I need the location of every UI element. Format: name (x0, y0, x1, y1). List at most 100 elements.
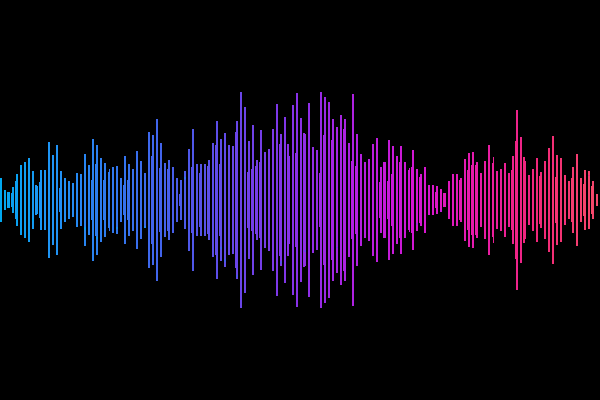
waveform-bar (15, 180, 17, 220)
waveform-bar (104, 163, 107, 237)
waveform-bar (167, 168, 169, 232)
waveform-bar (59, 188, 61, 212)
waveform-bar (33, 181, 35, 219)
waveform-bar (293, 149, 295, 251)
waveform-bar (91, 180, 93, 220)
waveform-bar (441, 194, 443, 206)
waveform-bar (81, 174, 83, 226)
waveform-bar (436, 185, 439, 215)
waveform-bar (384, 161, 387, 239)
waveform-bar (200, 163, 203, 237)
waveform-bar (96, 145, 99, 255)
waveform-bar (472, 151, 475, 249)
waveform-bar (260, 130, 263, 270)
waveform-bar (168, 160, 171, 240)
waveform-bar (45, 175, 47, 225)
waveform-bar (392, 145, 395, 255)
waveform-bar (428, 184, 431, 216)
waveform-bar (128, 164, 131, 236)
waveform-bar (160, 142, 163, 258)
waveform-bar (523, 156, 525, 244)
waveform-bar (580, 178, 583, 222)
waveform-bar (387, 180, 389, 220)
waveform-bar (177, 185, 179, 215)
waveform-bar (561, 176, 563, 224)
waveform-bar (343, 129, 345, 271)
waveform-bar (220, 139, 223, 261)
waveform-bar (57, 181, 59, 219)
waveform-bar (207, 166, 209, 234)
waveform-bar (500, 168, 503, 232)
waveform-bar (113, 187, 115, 213)
waveform-speckle (144, 225, 147, 229)
waveform-bar (276, 103, 279, 297)
waveform-speckle (116, 227, 119, 229)
waveform-bar (412, 150, 415, 250)
waveform-bar (397, 183, 399, 217)
waveform-bar (312, 146, 315, 254)
waveform-bar (493, 156, 495, 244)
waveform-bar (179, 193, 181, 207)
waveform-bar (164, 163, 167, 237)
waveform-bar (35, 184, 37, 216)
waveform-bar (24, 162, 27, 238)
waveform-bar (287, 144, 289, 256)
waveform-bar (84, 153, 87, 247)
waveform-bar (356, 134, 359, 266)
waveform-bar (432, 184, 435, 216)
waveform-bar (539, 175, 541, 225)
waveform-bar (521, 147, 523, 253)
waveform-bar (489, 168, 491, 232)
waveform-bar (101, 183, 103, 217)
waveform-bar (303, 132, 305, 268)
waveform-bar (419, 177, 421, 223)
waveform-bar (136, 151, 139, 249)
waveform-bar (444, 192, 447, 208)
waveform-bar (443, 193, 445, 207)
waveform-speckle (552, 162, 555, 165)
waveform-bar (1, 191, 3, 209)
waveform-bar (224, 132, 227, 268)
waveform-bar (64, 177, 67, 223)
waveform-bar (553, 175, 555, 225)
waveform-bar (215, 145, 217, 255)
waveform-bar (435, 191, 437, 209)
waveform-bar (11, 192, 13, 208)
waveform-speckle (304, 250, 307, 253)
waveform-bar (555, 177, 557, 223)
waveform-bar (348, 143, 351, 257)
waveform-speckle (96, 237, 99, 240)
waveform-bar (320, 92, 323, 308)
waveform-bar (596, 193, 599, 207)
waveform-bar (123, 184, 125, 216)
waveform-bar (216, 120, 219, 280)
waveform-bar (251, 168, 253, 232)
waveform-speckle (336, 246, 339, 248)
waveform-bar (556, 154, 559, 246)
waveform-bar (368, 158, 371, 242)
waveform-bar (453, 191, 455, 209)
waveform-bar (481, 187, 483, 213)
waveform-speckle (280, 261, 283, 265)
waveform-bar (584, 169, 587, 231)
waveform-bar (228, 145, 231, 255)
waveform-bar (48, 142, 51, 258)
waveform-bar (133, 184, 135, 216)
waveform-bar (576, 154, 579, 246)
waveform-speckle (416, 223, 419, 226)
waveform-bar (39, 182, 41, 218)
waveform-bar (589, 179, 591, 221)
waveform-bar (191, 166, 193, 233)
waveform-bar (548, 148, 551, 252)
waveform-bar (248, 141, 251, 259)
waveform-bar (304, 133, 307, 267)
waveform-bar (95, 163, 97, 237)
waveform-bar (16, 174, 19, 226)
waveform-bar (247, 171, 249, 229)
waveform-bar (233, 167, 235, 233)
waveform-bar (92, 139, 95, 261)
waveform-bar (273, 134, 275, 266)
waveform-bar (323, 134, 325, 266)
waveform-bar (192, 128, 195, 272)
